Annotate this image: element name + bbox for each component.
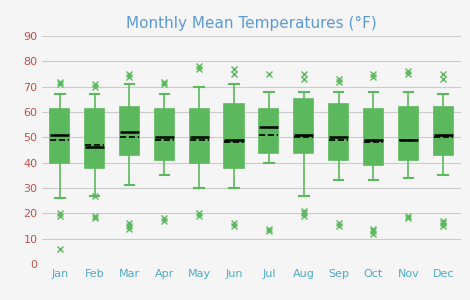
PathPatch shape [259, 110, 278, 152]
PathPatch shape [434, 107, 453, 155]
PathPatch shape [50, 110, 69, 163]
PathPatch shape [329, 104, 348, 160]
Title: Monthly Mean Temperatures (°F): Monthly Mean Temperatures (°F) [126, 16, 377, 31]
PathPatch shape [294, 99, 313, 152]
PathPatch shape [120, 107, 139, 155]
PathPatch shape [364, 110, 383, 165]
PathPatch shape [155, 110, 174, 160]
PathPatch shape [225, 104, 243, 168]
PathPatch shape [85, 110, 104, 168]
PathPatch shape [399, 107, 418, 160]
PathPatch shape [189, 110, 209, 163]
